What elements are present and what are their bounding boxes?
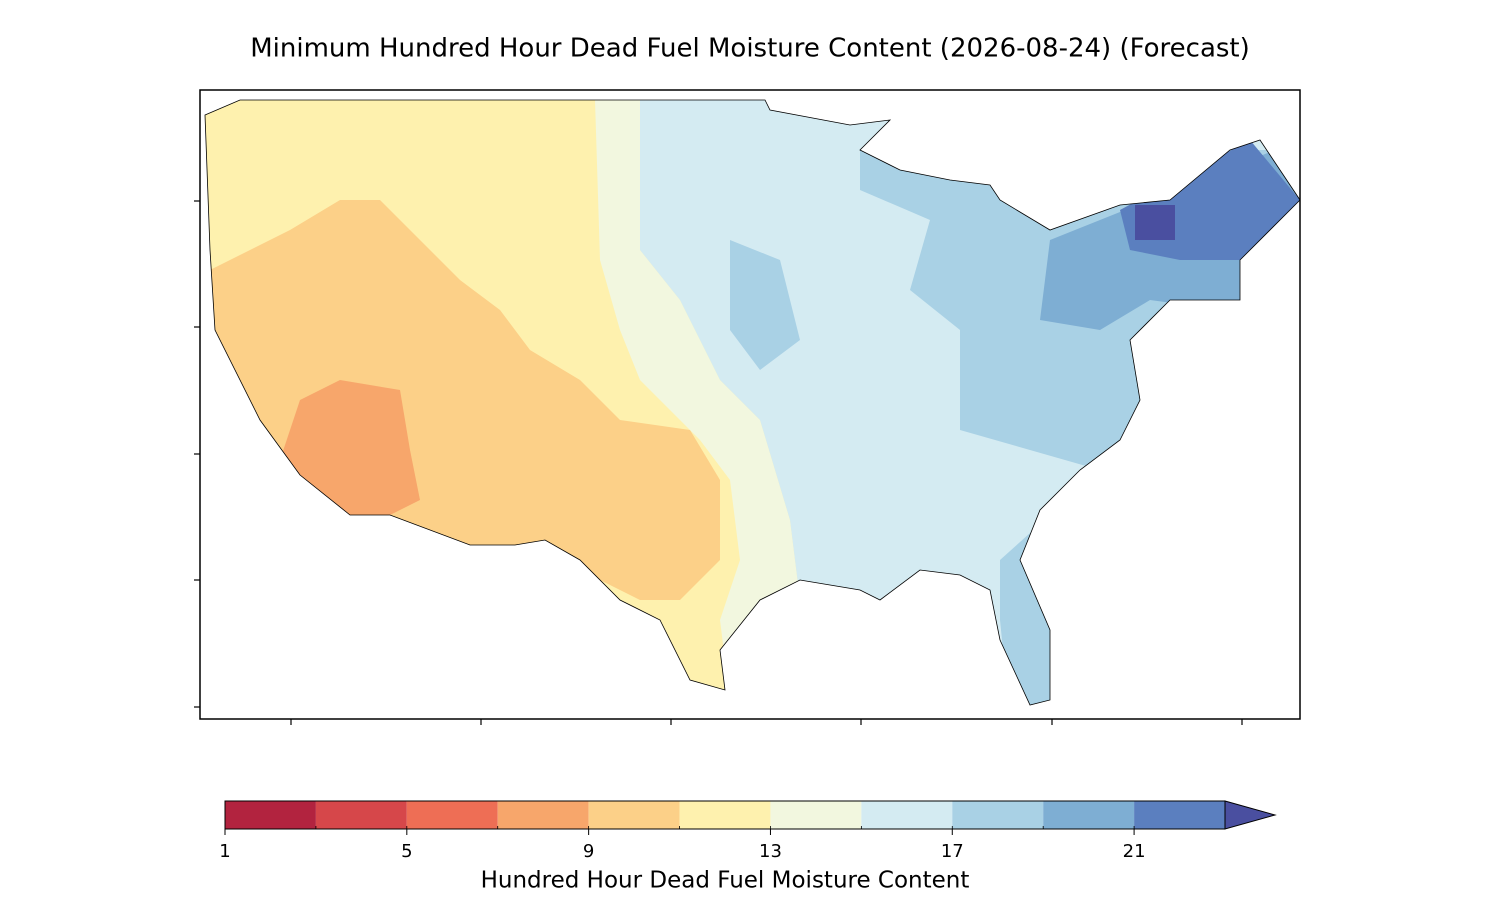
colorbar-segment xyxy=(315,801,407,829)
colorbar-segment xyxy=(1043,801,1135,829)
us-outline xyxy=(204,99,1301,706)
colorbar-tick-label: 1 xyxy=(219,841,230,862)
colorbar-segment xyxy=(861,801,953,829)
zone xyxy=(595,100,800,700)
colorbar-tick-label: 17 xyxy=(941,841,964,862)
zone xyxy=(1120,140,1300,260)
colorbar-segment xyxy=(497,801,589,829)
colorbar-segment xyxy=(679,801,771,829)
chart-title: Minimum Hundred Hour Dead Fuel Moisture … xyxy=(250,34,1250,64)
frame-ticks xyxy=(194,200,1243,725)
colorbar-tick-label: 9 xyxy=(583,841,594,862)
colorbar-extend xyxy=(1224,800,1277,830)
zone xyxy=(730,240,800,370)
map-fill xyxy=(205,100,1300,705)
colorbar-tick-label: 13 xyxy=(759,841,782,862)
colorbar-label: Hundred Hour Dead Fuel Moisture Content xyxy=(481,868,970,894)
colorbar-segment xyxy=(588,801,680,829)
colorbar-segment xyxy=(952,801,1044,829)
colorbar-segment xyxy=(225,801,316,829)
map-frame xyxy=(199,89,1301,720)
zone xyxy=(280,380,420,520)
colorbar-segment xyxy=(406,801,498,829)
colorbar-tick-label: 5 xyxy=(401,841,412,862)
colorbar-segment xyxy=(1134,801,1225,829)
colorbar-tick-label: 21 xyxy=(1123,841,1146,862)
colorbar-frame xyxy=(224,800,1226,830)
colorbar-segment xyxy=(770,801,862,829)
zone xyxy=(1135,205,1175,240)
